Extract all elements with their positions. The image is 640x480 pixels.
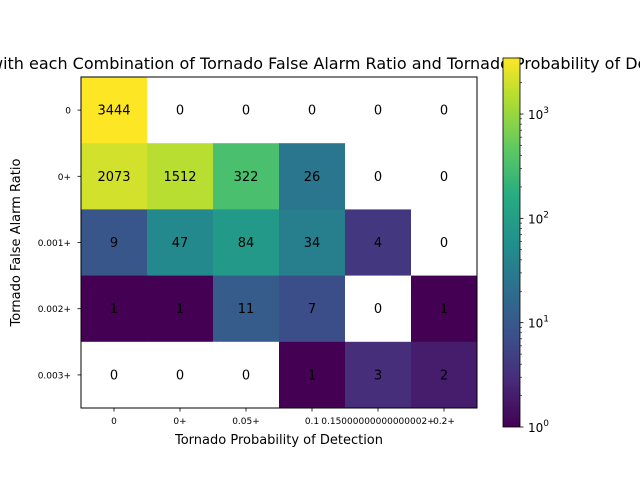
heatmap-cell [345, 77, 412, 144]
heatmap-cell [81, 341, 148, 409]
heatmap-cell [279, 275, 346, 343]
heatmap-cell [213, 143, 280, 210]
heatmap-cell [81, 209, 148, 277]
cell-value-label: 1 [110, 302, 118, 317]
cell-value-label: 0 [374, 302, 382, 317]
cell-value-label: 9 [110, 236, 118, 251]
heatmap-cell [81, 275, 148, 343]
x-axis-label: Tornado Probability of Detection [174, 433, 383, 448]
cell-value-label: 1 [176, 302, 184, 317]
cell-value-label: 0 [176, 104, 184, 119]
cell-value-label: 0 [440, 104, 448, 119]
heatmap-cell [345, 341, 412, 409]
colorbar-tick-label: 102 [528, 210, 549, 226]
cell-value-label: 0 [308, 104, 316, 119]
cell-value-label: 11 [238, 302, 255, 317]
colorbar-gradient [502, 57, 521, 428]
heatmap-cell [411, 209, 478, 277]
cell-value-label: 0 [440, 170, 448, 185]
y-tick-label: 0.001+ [38, 239, 71, 249]
x-tick-label: 0+ [173, 417, 186, 427]
heatmap-cell [81, 77, 148, 144]
cell-value-label: 84 [238, 236, 255, 251]
cell-value-label: 0 [110, 368, 118, 383]
y-axis-ticks: 0 0+ 0.001+ 0.002+ 0.003+ [38, 107, 81, 381]
cell-value-label: 47 [172, 236, 189, 251]
x-tick-label: 0.05+ [232, 417, 260, 427]
heatmap-cell [213, 341, 280, 409]
heatmap-cell [147, 209, 214, 277]
x-axis-ticks: 0 0+ 0.05+ 0.1 0.15000000000000002+0.2+ [111, 408, 455, 427]
colorbar-tick-label: 103 [528, 106, 549, 122]
cell-value-label: 0 [176, 368, 184, 383]
heatmap-cell [147, 77, 214, 144]
cell-value-label: 1512 [163, 170, 196, 185]
cell-value-label: 2073 [97, 170, 130, 185]
heatmap-cells [81, 77, 478, 409]
cell-value-label: 7 [308, 302, 316, 317]
x-tick-label: 0 [111, 417, 117, 427]
cell-value-label: 0 [374, 170, 382, 185]
colorbar: 100 101 102 103 [502, 57, 549, 435]
cell-value-label: 0 [242, 104, 250, 119]
heatmap-cell [213, 275, 280, 343]
cell-value-label: 1 [440, 302, 448, 317]
heatmap-cell [411, 77, 478, 144]
y-axis-label: Tornado False Alarm Ratio [9, 159, 24, 328]
heatmap-cell [147, 275, 214, 343]
y-tick-label: 0.003+ [38, 371, 71, 381]
heatmap-cell [411, 341, 478, 409]
y-tick-label: 0.002+ [38, 305, 71, 315]
heatmap-cell [213, 77, 280, 144]
heatmap-cell [345, 209, 412, 277]
colorbar-tick-label: 101 [528, 315, 549, 331]
chart-title: Number of Days with each Combination of … [0, 54, 640, 73]
cell-value-label: 26 [304, 170, 321, 185]
cell-value-label: 4 [374, 236, 382, 251]
cell-value-label: 3 [374, 368, 382, 383]
cell-value-label: 322 [234, 170, 259, 185]
heatmap-cell [81, 143, 148, 210]
cell-value-label: 34 [304, 236, 321, 251]
heatmap-cell [147, 143, 214, 210]
cell-value-label: 3444 [97, 104, 130, 119]
heatmap-cell [345, 275, 412, 343]
heatmap-cell [147, 341, 214, 409]
x-tick-label: 0.15000000000000002+ [321, 417, 434, 427]
heatmap-cell [279, 77, 346, 144]
x-tick-label: 0.2+ [433, 417, 455, 427]
y-tick-label: 0+ [58, 173, 71, 183]
y-tick-label: 0 [65, 107, 71, 117]
cell-value-label: 2 [440, 368, 448, 383]
heatmap-cell [213, 209, 280, 277]
heatmap-cell [279, 341, 346, 409]
heatmap-cell [279, 143, 346, 210]
cell-value-label: 1 [308, 368, 316, 383]
cell-value-label: 0 [374, 104, 382, 119]
cell-value-label: 0 [242, 368, 250, 383]
x-tick-label: 0.1 [305, 417, 319, 427]
cell-value-label: 0 [440, 236, 448, 251]
heatmap-cell [345, 143, 412, 210]
colorbar-tick-label: 100 [528, 419, 549, 435]
heatmap-cell [411, 275, 478, 343]
heatmap-cell [279, 209, 346, 277]
heatmap-cell [411, 143, 478, 210]
